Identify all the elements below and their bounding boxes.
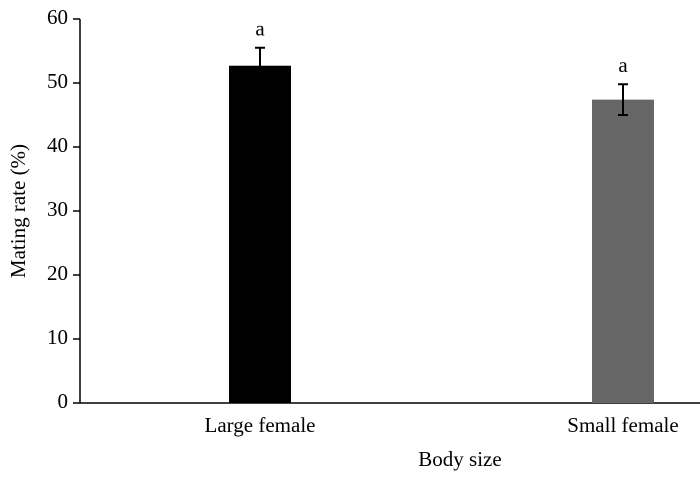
significance-label: a — [255, 17, 265, 41]
x-tick-label: Large female — [205, 413, 316, 437]
bar — [229, 65, 291, 403]
error-bar — [255, 46, 265, 85]
y-tick-label: 60 — [47, 5, 68, 29]
error-bar — [618, 83, 628, 116]
significance-label: a — [618, 53, 628, 77]
y-tick-label: 0 — [58, 389, 69, 413]
bar — [592, 99, 654, 403]
y-tick-label: 10 — [47, 325, 68, 349]
y-axis-label: Mating rate (%) — [6, 144, 30, 278]
y-tick-label: 20 — [47, 261, 68, 285]
x-tick-label: Small female — [567, 413, 678, 437]
y-tick-label: 40 — [47, 133, 68, 157]
x-axis-label: Body size — [418, 447, 501, 471]
y-tick-label: 50 — [47, 69, 68, 93]
y-tick-label: 30 — [47, 197, 68, 221]
